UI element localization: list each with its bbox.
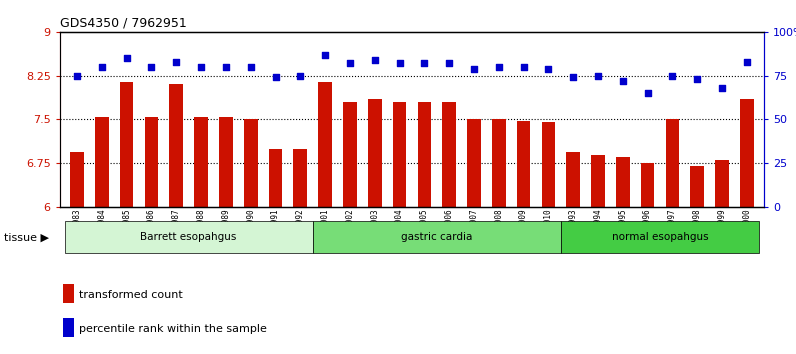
- Bar: [392, 102, 406, 207]
- Point: [467, 66, 480, 72]
- Bar: [63, 318, 75, 337]
- Bar: [715, 160, 729, 207]
- Text: gastric cardia: gastric cardia: [401, 232, 472, 242]
- Bar: [418, 102, 431, 207]
- Bar: [467, 120, 481, 207]
- Bar: [70, 152, 84, 207]
- Bar: [318, 81, 332, 207]
- Point: [195, 64, 208, 70]
- Bar: [560, 221, 759, 253]
- Point: [591, 73, 604, 79]
- Bar: [294, 149, 307, 207]
- Point: [344, 61, 357, 66]
- Text: transformed count: transformed count: [80, 290, 183, 299]
- Bar: [492, 120, 505, 207]
- Bar: [591, 154, 605, 207]
- Bar: [269, 149, 283, 207]
- Point: [418, 61, 431, 66]
- Point: [170, 59, 182, 64]
- Bar: [368, 99, 381, 207]
- Bar: [244, 120, 258, 207]
- Point: [616, 78, 629, 84]
- Point: [393, 61, 406, 66]
- Point: [642, 90, 654, 96]
- Bar: [517, 121, 530, 207]
- Bar: [313, 221, 560, 253]
- Point: [145, 64, 158, 70]
- Text: GDS4350 / 7962951: GDS4350 / 7962951: [60, 16, 186, 29]
- Bar: [194, 116, 208, 207]
- Point: [691, 76, 704, 82]
- Text: Barrett esopahgus: Barrett esopahgus: [141, 232, 237, 242]
- Point: [294, 73, 306, 79]
- Point: [567, 75, 579, 80]
- Text: percentile rank within the sample: percentile rank within the sample: [80, 324, 267, 333]
- Bar: [665, 120, 679, 207]
- Point: [542, 66, 555, 72]
- Bar: [690, 166, 704, 207]
- Text: normal esopahgus: normal esopahgus: [611, 232, 708, 242]
- Bar: [95, 116, 109, 207]
- Point: [71, 73, 84, 79]
- Text: tissue ▶: tissue ▶: [4, 232, 49, 242]
- Point: [666, 73, 679, 79]
- Bar: [616, 158, 630, 207]
- Point: [220, 64, 232, 70]
- Point: [493, 64, 505, 70]
- Point: [443, 61, 455, 66]
- Bar: [219, 116, 232, 207]
- Point: [96, 64, 108, 70]
- Point: [269, 75, 282, 80]
- Point: [244, 64, 257, 70]
- Bar: [541, 122, 555, 207]
- Point: [740, 59, 753, 64]
- Bar: [343, 102, 357, 207]
- Bar: [170, 85, 183, 207]
- Point: [716, 85, 728, 91]
- Point: [369, 57, 381, 63]
- Bar: [443, 102, 456, 207]
- Bar: [64, 221, 313, 253]
- Bar: [740, 99, 754, 207]
- Point: [120, 55, 133, 61]
- Point: [318, 52, 331, 57]
- Point: [517, 64, 530, 70]
- Bar: [63, 284, 75, 303]
- Bar: [641, 163, 654, 207]
- Bar: [145, 116, 158, 207]
- Bar: [120, 81, 134, 207]
- Bar: [566, 152, 580, 207]
